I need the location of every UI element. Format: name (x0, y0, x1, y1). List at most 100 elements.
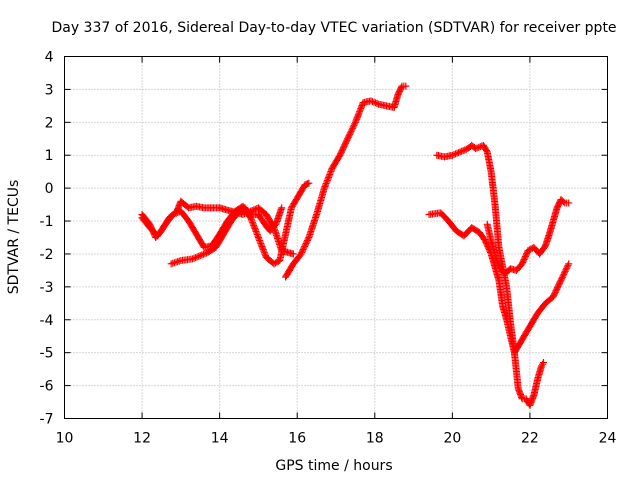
data-point (339, 145, 347, 153)
y-tick-label: -2 (40, 247, 54, 263)
data-point (351, 120, 359, 128)
data-point (370, 98, 378, 106)
data-point (338, 147, 346, 155)
data-point (337, 150, 345, 158)
data-point (561, 267, 569, 275)
data-point (344, 133, 352, 141)
y-tick-label: -4 (40, 313, 54, 329)
data-point (558, 273, 566, 281)
data-point (448, 151, 456, 159)
data-point (565, 199, 573, 207)
data-point (299, 245, 307, 253)
data-point (301, 241, 309, 249)
data-point (455, 149, 463, 157)
y-tick-label: -3 (40, 280, 54, 296)
data-point (301, 242, 309, 250)
y-tick-label: 3 (45, 82, 54, 98)
data-point (350, 121, 358, 129)
x-tick-label: 18 (366, 431, 384, 447)
data-point (195, 252, 203, 260)
series-track-B (138, 179, 313, 268)
data-point (298, 248, 306, 256)
data-point (473, 144, 481, 152)
y-tick-label: -1 (40, 214, 54, 230)
series-track-C (167, 204, 286, 268)
x-tick-label: 24 (599, 431, 617, 447)
data-point (373, 100, 381, 108)
data-point (554, 282, 562, 290)
data-point (192, 254, 200, 262)
data-point (346, 129, 354, 137)
data-point (558, 275, 566, 283)
data-point (337, 148, 345, 156)
series-track-D (282, 82, 410, 281)
data-point (289, 250, 297, 258)
data-point (345, 132, 353, 140)
data-point (188, 255, 196, 263)
data-point (372, 99, 380, 107)
data-point (450, 151, 458, 159)
data-point (169, 210, 177, 218)
data-point (555, 281, 563, 289)
data-point (556, 279, 564, 287)
y-tick-label: 4 (45, 50, 54, 66)
chart-title: Day 337 of 2016, Sidereal Day-to-day VTE… (51, 20, 616, 36)
data-point (563, 263, 571, 271)
data-point (278, 204, 286, 212)
data-point (557, 276, 565, 284)
x-tick-label: 10 (56, 431, 74, 447)
data-point (339, 144, 347, 152)
x-tick-label: 14 (211, 431, 229, 447)
data-point (560, 198, 568, 206)
data-point (199, 250, 207, 258)
data-point (342, 138, 350, 146)
y-tick-label: 2 (45, 115, 54, 131)
data-point (560, 269, 568, 277)
data-point (540, 359, 548, 367)
data-point (453, 149, 461, 157)
y-tick-label: 0 (45, 181, 54, 197)
data-point (456, 148, 464, 156)
data-point (472, 145, 480, 153)
data-point (193, 253, 201, 261)
y-tick-label: -6 (40, 379, 54, 395)
data-point (349, 124, 357, 132)
data-point (198, 251, 206, 259)
data-point (559, 272, 567, 280)
data-point (539, 360, 547, 368)
data-point (368, 98, 376, 106)
data-point (196, 252, 204, 260)
data-point (550, 291, 558, 299)
data-point (402, 82, 410, 90)
data-point (300, 244, 308, 252)
data-point (336, 151, 344, 159)
plot-frame (64, 56, 608, 419)
x-axis-label: GPS time / hours (275, 458, 392, 474)
data-point (299, 247, 307, 255)
data-point (344, 135, 352, 143)
data-point (348, 126, 356, 134)
data-point (302, 239, 310, 247)
data-point (347, 127, 355, 135)
data-point (349, 123, 357, 131)
y-tick-label: -5 (40, 346, 54, 362)
grid-lines (64, 56, 608, 419)
data-point (458, 147, 466, 155)
data-point (297, 250, 305, 258)
x-tick-label: 16 (288, 431, 306, 447)
data-point (565, 260, 573, 268)
data-points (138, 82, 573, 409)
y-axis-label: SDTVAR / TECUs (6, 180, 22, 295)
data-point (556, 278, 564, 286)
data-point (342, 139, 350, 147)
data-point (553, 284, 561, 292)
data-point (171, 210, 179, 218)
series-track-F (425, 209, 573, 357)
data-point (304, 235, 312, 243)
y-tick-label: 1 (45, 148, 54, 164)
x-tick-label: 12 (133, 431, 151, 447)
x-tick-label: 22 (521, 431, 539, 447)
data-point (451, 150, 459, 158)
data-point (563, 264, 571, 272)
data-point (562, 266, 570, 274)
